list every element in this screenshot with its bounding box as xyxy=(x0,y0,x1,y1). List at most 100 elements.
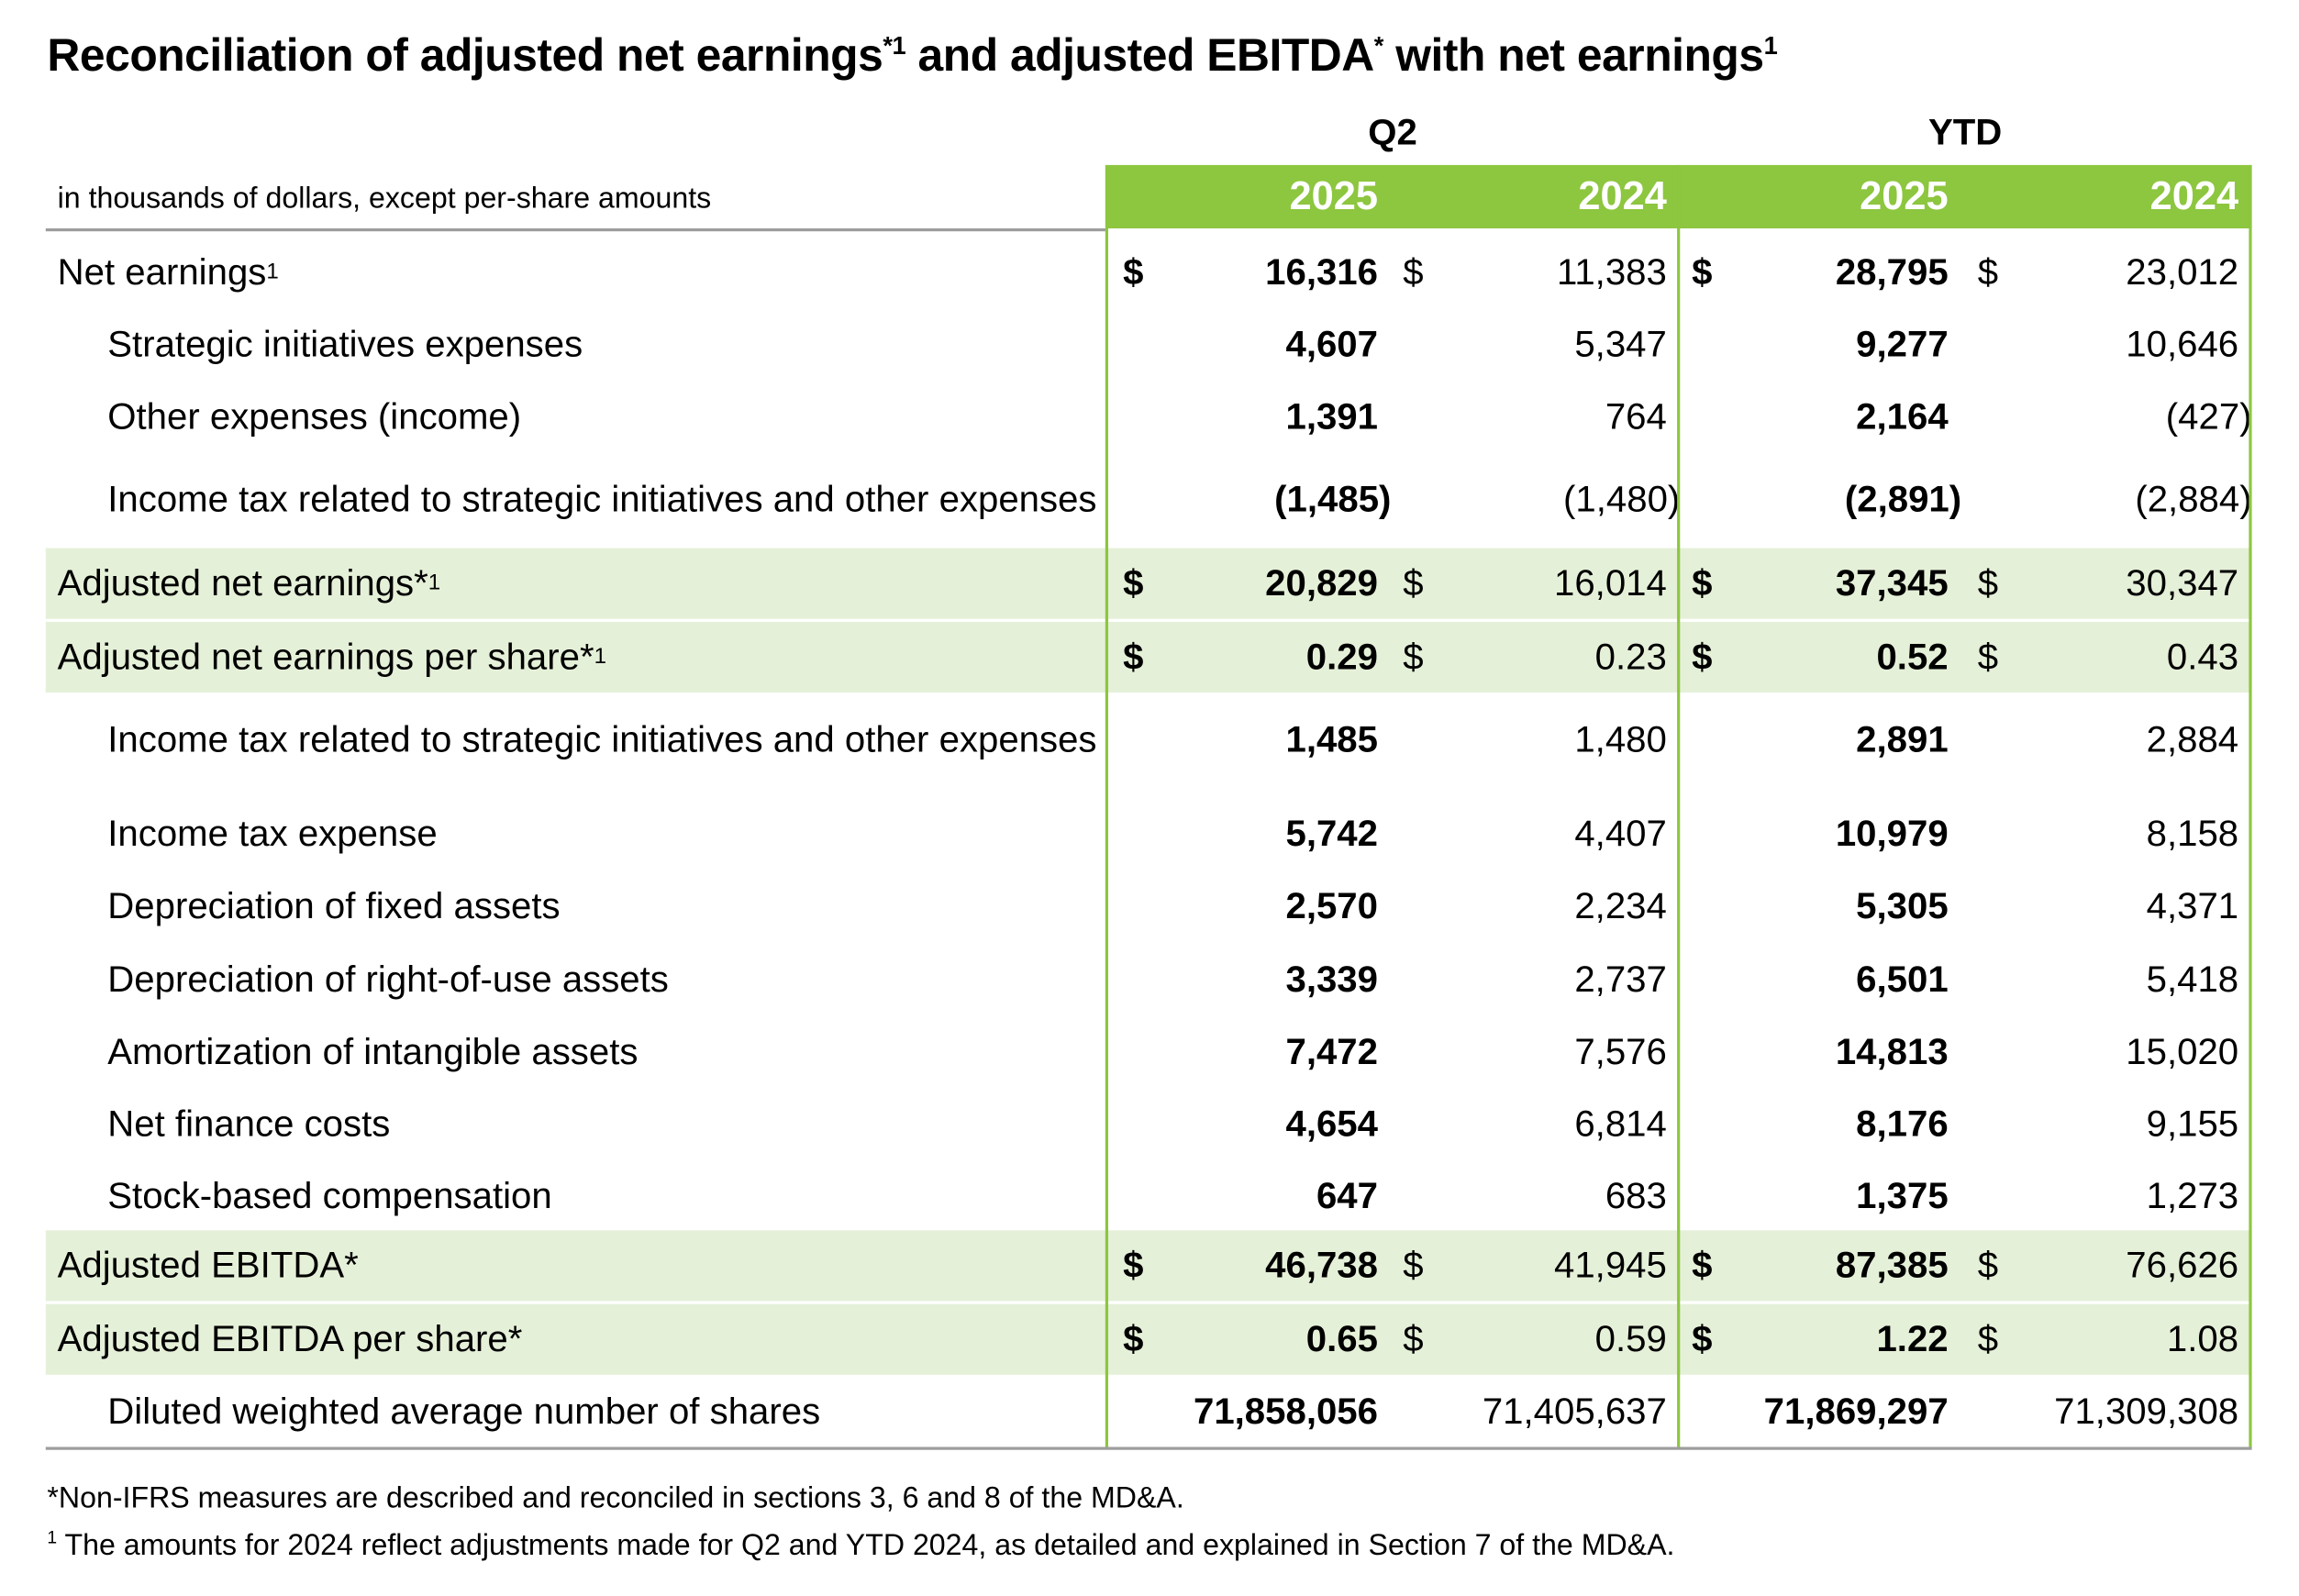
row-label: Income tax expense xyxy=(107,799,437,871)
row-label: Adjusted EBITDA* xyxy=(58,1230,359,1301)
footnote-adjustments-text: The amounts for 2024 reflect adjustments… xyxy=(57,1529,1675,1562)
value-cell: 71,309,308 xyxy=(2054,1391,2239,1433)
currency-symbol: $ xyxy=(1692,1244,1713,1286)
value-cell: 9,277 xyxy=(1856,324,1949,366)
value-cell: 9,155 xyxy=(2146,1103,2239,1146)
title-sup-3: 1 xyxy=(1763,31,1778,61)
year-header-q2-2025: 2025 xyxy=(1289,173,1378,218)
row-label-text: Income tax expense xyxy=(107,813,438,855)
value-cell: 7,472 xyxy=(1285,1031,1378,1073)
value-cell: 11,383 xyxy=(1556,250,1667,293)
value-cell: 1,485 xyxy=(1285,718,1378,760)
row-label: Depreciation of right-of-use assets xyxy=(107,943,669,1016)
row-label: Net earnings 1 xyxy=(57,250,279,293)
currency-symbol: $ xyxy=(1403,636,1424,678)
footnote-sup: 1 xyxy=(47,1526,58,1548)
value-cell: (2,884) xyxy=(2135,479,2252,521)
page-title: Reconciliation of adjusted net earnings*… xyxy=(47,29,1777,83)
row-label-text: Amortization of intangible assets xyxy=(107,1031,639,1073)
row-label-text: Income tax related to strategic initiati… xyxy=(107,718,1097,760)
year-header-q2-2024: 2024 xyxy=(1578,173,1667,218)
row-label: Income tax related to strategic initiati… xyxy=(107,693,1109,788)
value-cell: 4,371 xyxy=(2146,885,2239,927)
year-header-ytd-2024: 2024 xyxy=(2149,173,2239,218)
value-cell: 7,576 xyxy=(1574,1031,1667,1073)
title-text-2: and adjusted EBITDA xyxy=(905,29,1375,82)
value-cell: 2,164 xyxy=(1856,396,1949,438)
currency-symbol: $ xyxy=(1692,636,1713,678)
currency-symbol: $ xyxy=(1977,561,1999,604)
value-cell: 0.29 xyxy=(1305,636,1378,678)
value-cell: 0.52 xyxy=(1876,636,1949,678)
value-cell: 1.08 xyxy=(2166,1317,2239,1359)
value-cell: 3,339 xyxy=(1285,958,1378,1000)
value-cell: (427) xyxy=(2165,396,2252,438)
value-cell: 0.43 xyxy=(2166,636,2239,678)
value-cell: 6,501 xyxy=(1856,958,1949,1000)
value-cell: 0.23 xyxy=(1594,636,1667,678)
value-cell: 71,858,056 xyxy=(1193,1391,1378,1433)
value-cell: 1,391 xyxy=(1285,396,1378,438)
currency-symbol: $ xyxy=(1403,1244,1424,1286)
value-cell: 5,347 xyxy=(1574,324,1667,366)
currency-symbol: $ xyxy=(1977,636,1999,678)
row-label-text: Adjusted net earnings per share* xyxy=(57,636,594,678)
row-label-text: Income tax related to strategic initiati… xyxy=(107,479,1097,521)
value-cell: 76,626 xyxy=(2126,1244,2239,1286)
row-label: Net finance costs xyxy=(107,1089,390,1161)
value-cell: 16,316 xyxy=(1265,250,1378,293)
period-q2: Q2 xyxy=(1368,112,1417,154)
divider-middle xyxy=(1677,164,1681,1449)
units-note: in thousands of dollars, except per-shar… xyxy=(57,183,712,216)
value-cell: 87,385 xyxy=(1835,1244,1949,1286)
row-label: Stock-based compensation xyxy=(107,1161,551,1234)
period-ytd: YTD xyxy=(1927,112,2003,154)
row-label: Amortization of intangible assets xyxy=(107,1016,638,1089)
value-cell: 10,646 xyxy=(2126,324,2239,366)
divider-left xyxy=(1105,164,1109,1449)
value-cell: 30,347 xyxy=(2126,561,2239,604)
row-label-text: Stock-based compensation xyxy=(107,1175,552,1217)
currency-symbol: $ xyxy=(1123,561,1144,604)
value-cell: (1,480) xyxy=(1563,479,1681,521)
currency-symbol: $ xyxy=(1403,561,1424,604)
value-cell: (1,485) xyxy=(1274,479,1392,521)
row-label: Income tax related to strategic initiati… xyxy=(107,454,1109,547)
row-label-text: Net finance costs xyxy=(107,1103,391,1146)
currency-symbol: $ xyxy=(1977,1244,1999,1286)
row-label: Depreciation of fixed assets xyxy=(107,870,560,943)
value-cell: 5,305 xyxy=(1856,885,1949,927)
value-cell: (2,891) xyxy=(1844,479,1962,521)
table-row: Adjusted EBITDA* $46,738 $41,945 $87,385 $76… xyxy=(45,1230,2252,1302)
table-row: Amortization of intangible assets 7,472 7,… xyxy=(46,1016,2252,1089)
year-header-ytd-2025: 2025 xyxy=(1860,173,1949,218)
value-cell: 1.22 xyxy=(1876,1317,1949,1359)
title-sup-1: *1 xyxy=(883,31,906,61)
value-cell: 2,891 xyxy=(1856,718,1949,760)
value-cell: 71,869,297 xyxy=(1763,1391,1949,1433)
table-row: Other expenses (income) 1,391 764 2,164 (427… xyxy=(46,382,2252,454)
value-cell: 6,814 xyxy=(1574,1103,1667,1146)
value-cell: 2,737 xyxy=(1574,958,1667,1000)
value-cell: 28,795 xyxy=(1835,250,1949,293)
row-label-text: Adjusted EBITDA per share* xyxy=(57,1317,523,1359)
value-cell: 0.65 xyxy=(1305,1317,1378,1359)
currency-symbol: $ xyxy=(1403,250,1424,293)
row-label: Adjusted net earnings* 1 xyxy=(57,561,441,604)
table-row: Diluted weighted average number of share… xyxy=(46,1378,2252,1447)
row-label-text: Depreciation of fixed assets xyxy=(107,885,561,927)
table-row: Adjusted net earnings per share* 1 $0.29 $0… xyxy=(45,621,2252,693)
currency-symbol: $ xyxy=(1977,1317,1999,1359)
row-label-text: Net earnings xyxy=(57,250,267,293)
title-text-1: Reconciliation of adjusted net earnings xyxy=(47,29,883,82)
value-cell: 4,607 xyxy=(1285,324,1378,366)
value-cell: 683 xyxy=(1605,1175,1667,1217)
footnote-non-ifrs: *Non-IFRS measures are described and rec… xyxy=(47,1482,1184,1515)
value-cell: 647 xyxy=(1316,1175,1378,1217)
currency-symbol: $ xyxy=(1403,1317,1424,1359)
row-label-text: Adjusted EBITDA* xyxy=(57,1244,359,1286)
currency-symbol: $ xyxy=(1123,1317,1144,1359)
divider-right xyxy=(2249,164,2252,1449)
value-cell: 2,234 xyxy=(1574,885,1667,927)
